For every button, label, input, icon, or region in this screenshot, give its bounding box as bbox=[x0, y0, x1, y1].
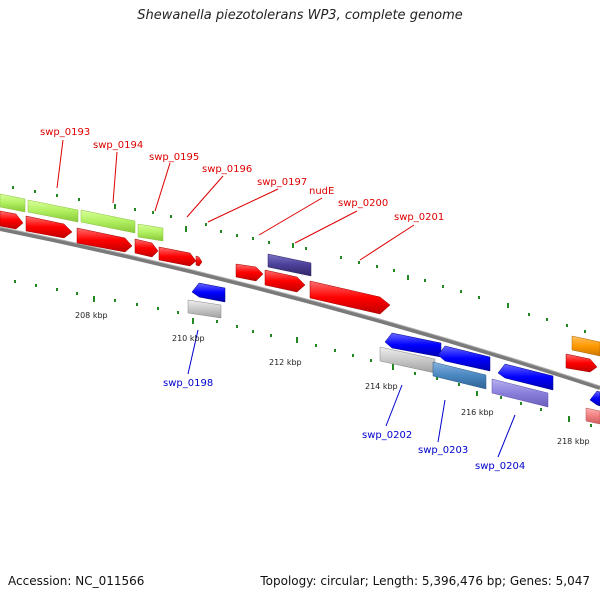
gene-label-swp_0200: swp_0200 bbox=[338, 198, 388, 209]
scale-label-210: 210 kbp bbox=[172, 334, 205, 343]
genome-backbone bbox=[0, 227, 600, 390]
gene-label-swp_0193: swp_0193 bbox=[40, 127, 90, 138]
scale-label-214: 214 kbp bbox=[365, 382, 398, 391]
forward-track-other bbox=[267, 253, 600, 357]
gene-label-swp_0204: swp_0204 bbox=[475, 461, 525, 472]
scale-label-218: 218 kbp bbox=[557, 437, 590, 446]
scale-label-208: 208 kbp bbox=[75, 311, 108, 320]
bottom-gene-labels: swp_0198 swp_0202 swp_0203 swp_0204 bbox=[163, 378, 525, 472]
gene-label-swp_0201: swp_0201 bbox=[394, 212, 444, 223]
scale-label-216: 216 kbp bbox=[461, 408, 494, 417]
top-gene-labels: swp_0193 swp_0194 swp_0195 swp_0196 swp_… bbox=[40, 127, 444, 223]
gene-label-swp_0198: swp_0198 bbox=[163, 378, 213, 389]
scale-label-212: 212 kbp bbox=[269, 358, 302, 367]
inner-tick-track bbox=[14, 280, 592, 427]
gene-label-swp_0203: swp_0203 bbox=[418, 445, 468, 456]
gene-label-swp_0196: swp_0196 bbox=[202, 164, 252, 175]
gene-label-swp_0197: swp_0197 bbox=[257, 177, 307, 188]
accession-text: Accession: NC_011566 bbox=[8, 574, 145, 588]
gene-label-swp_0195: swp_0195 bbox=[149, 152, 199, 163]
gene-label-swp_0194: swp_0194 bbox=[93, 140, 143, 151]
map-title: Shewanella piezotolerans WP3, complete g… bbox=[137, 8, 463, 23]
forward-track-green bbox=[0, 193, 164, 242]
gene-label-swp_0202: swp_0202 bbox=[362, 430, 412, 441]
outer-tick-track bbox=[12, 186, 586, 333]
scale-labels: 208 kbp 210 kbp 212 kbp 214 kbp 216 kbp … bbox=[75, 311, 590, 446]
gene-label-nudE: nudE bbox=[309, 186, 334, 197]
topology-text: Topology: circular; Length: 5,396,476 bp… bbox=[260, 574, 590, 588]
forward-track-red bbox=[0, 210, 598, 373]
bottom-label-leaders bbox=[187, 329, 516, 458]
reverse-track bbox=[187, 282, 600, 425]
top-label-leaders bbox=[56, 139, 415, 261]
